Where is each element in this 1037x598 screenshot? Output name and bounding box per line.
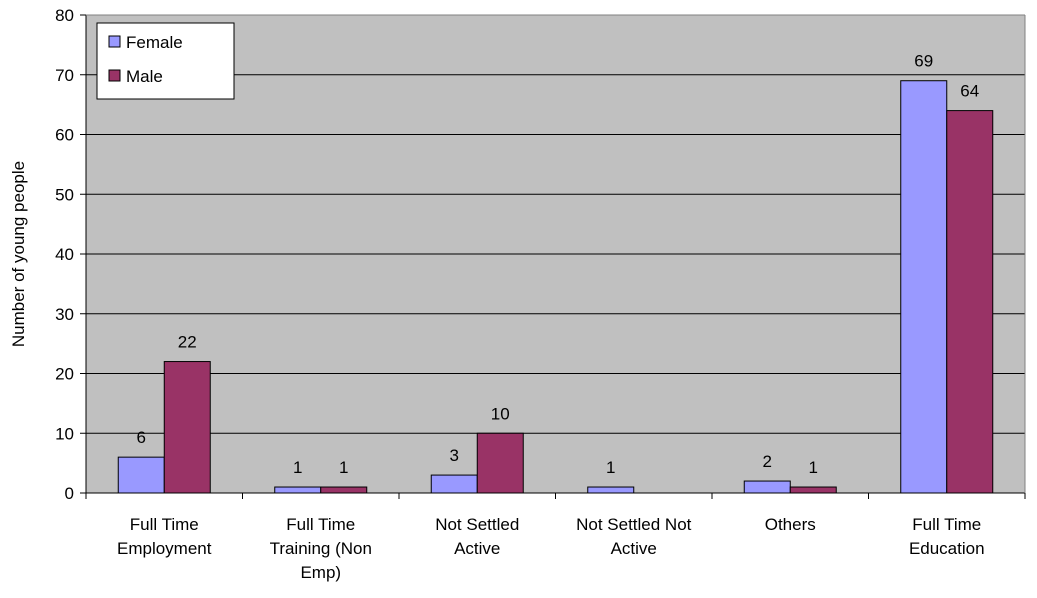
- y-tick-label: 40: [55, 245, 74, 264]
- x-category-label: Education: [909, 539, 985, 558]
- y-tick-label: 60: [55, 126, 74, 145]
- bar-male: [476, 432, 524, 494]
- y-tick-label: 0: [65, 484, 74, 503]
- bar-male: [946, 110, 994, 494]
- bar-female: [743, 480, 791, 494]
- y-tick-labels: 0 10 20 30 40 50 60 70 80: [55, 6, 74, 503]
- x-category-label: Training (Non: [270, 539, 372, 558]
- data-label: 22: [178, 333, 197, 352]
- x-category-labels: Full Time Employment Full Time Training (No…: [117, 515, 985, 582]
- y-axis-label: Number of young people: [9, 161, 28, 347]
- bar-male: [163, 361, 211, 494]
- x-category-label: Others: [765, 515, 816, 534]
- x-category-label: Active: [454, 539, 500, 558]
- legend-swatch-female: [108, 35, 121, 48]
- y-tick-label: 30: [55, 305, 74, 324]
- data-label: 64: [960, 82, 979, 101]
- data-label: 1: [293, 458, 302, 477]
- x-category-label: Full Time: [286, 515, 355, 534]
- bar-female: [274, 486, 322, 494]
- data-label: 10: [491, 404, 510, 423]
- x-category-label: Active: [611, 539, 657, 558]
- x-category-label: Full Time: [912, 515, 981, 534]
- y-tick-label: 10: [55, 424, 74, 443]
- bar-male: [789, 486, 837, 494]
- data-label: 3: [450, 446, 459, 465]
- data-label: 1: [606, 458, 615, 477]
- axes: [80, 14, 1026, 499]
- bar-female: [430, 474, 478, 494]
- bar-female: [117, 456, 165, 494]
- x-category-label: Not Settled Not: [576, 515, 692, 534]
- bar-female: [900, 80, 948, 494]
- y-tick-label: 20: [55, 365, 74, 384]
- bar-female: [587, 486, 635, 494]
- legend-label-male: Male: [126, 67, 163, 86]
- x-category-label: Not Settled: [435, 515, 519, 534]
- y-tick-label: 70: [55, 66, 74, 85]
- legend: Female Male: [96, 22, 235, 100]
- bars: [117, 80, 994, 494]
- legend-label-female: Female: [126, 33, 183, 52]
- x-category-label: Emp): [300, 563, 341, 582]
- y-tick-label: 50: [55, 185, 74, 204]
- x-category-label: Full Time: [130, 515, 199, 534]
- data-labels: 6 22 1 1 3 10 1 2 1 69 64: [137, 52, 980, 477]
- data-label: 2: [763, 452, 772, 471]
- data-label: 1: [809, 458, 818, 477]
- data-label: 6: [137, 428, 146, 447]
- data-label: 1: [339, 458, 348, 477]
- data-label: 69: [914, 52, 933, 71]
- x-category-label: Employment: [117, 539, 212, 558]
- y-tick-label: 80: [55, 6, 74, 25]
- bar-male: [320, 486, 368, 494]
- legend-swatch-male: [108, 69, 121, 82]
